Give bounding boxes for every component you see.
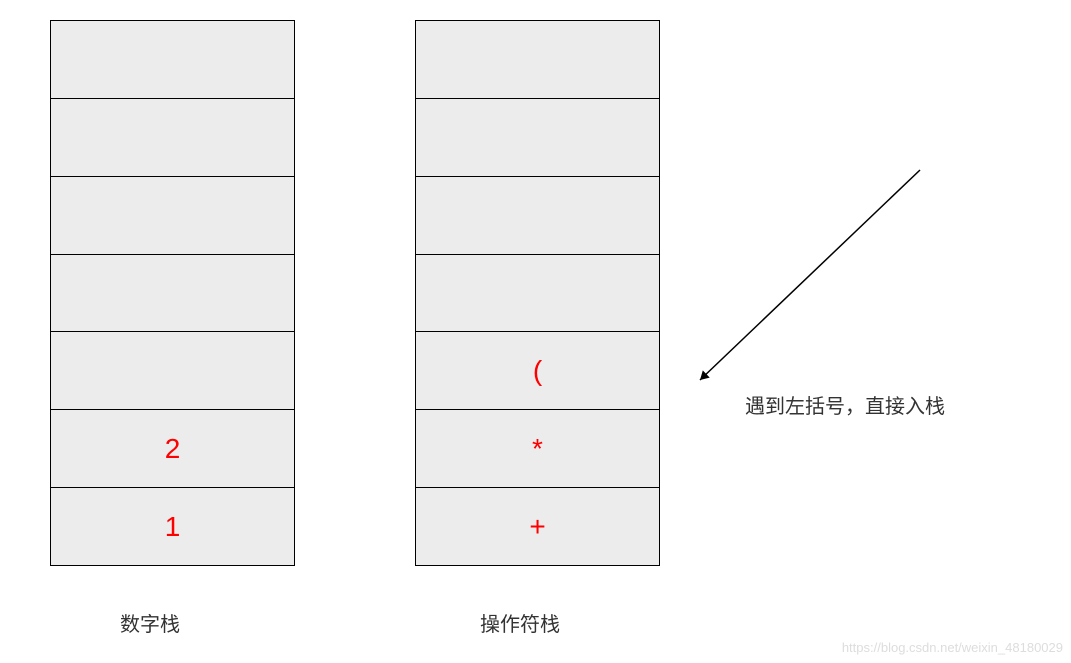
operator-stack: (*+: [415, 20, 660, 566]
stack-cell: [51, 255, 294, 333]
stack-cell: [416, 99, 659, 177]
stack-cell: [51, 99, 294, 177]
number-stack-label: 数字栈: [120, 608, 180, 637]
stack-cell: [51, 21, 294, 99]
stack-cell: 1: [51, 488, 294, 565]
stack-cell: [416, 177, 659, 255]
watermark: https://blog.csdn.net/weixin_48180029: [842, 640, 1063, 655]
number-stack: 21: [50, 20, 295, 566]
stack-cell: [51, 332, 294, 410]
operator-stack-label: 操作符栈: [480, 608, 560, 637]
stack-cell: [416, 255, 659, 333]
annotation-text: 遇到左括号，直接入栈: [745, 390, 945, 419]
stack-cell: +: [416, 488, 659, 565]
stack-cell: 2: [51, 410, 294, 488]
stack-cell: [416, 21, 659, 99]
stack-cell: *: [416, 410, 659, 488]
stack-cell: [51, 177, 294, 255]
stack-cell: (: [416, 332, 659, 410]
annotation-arrow: [680, 150, 940, 400]
